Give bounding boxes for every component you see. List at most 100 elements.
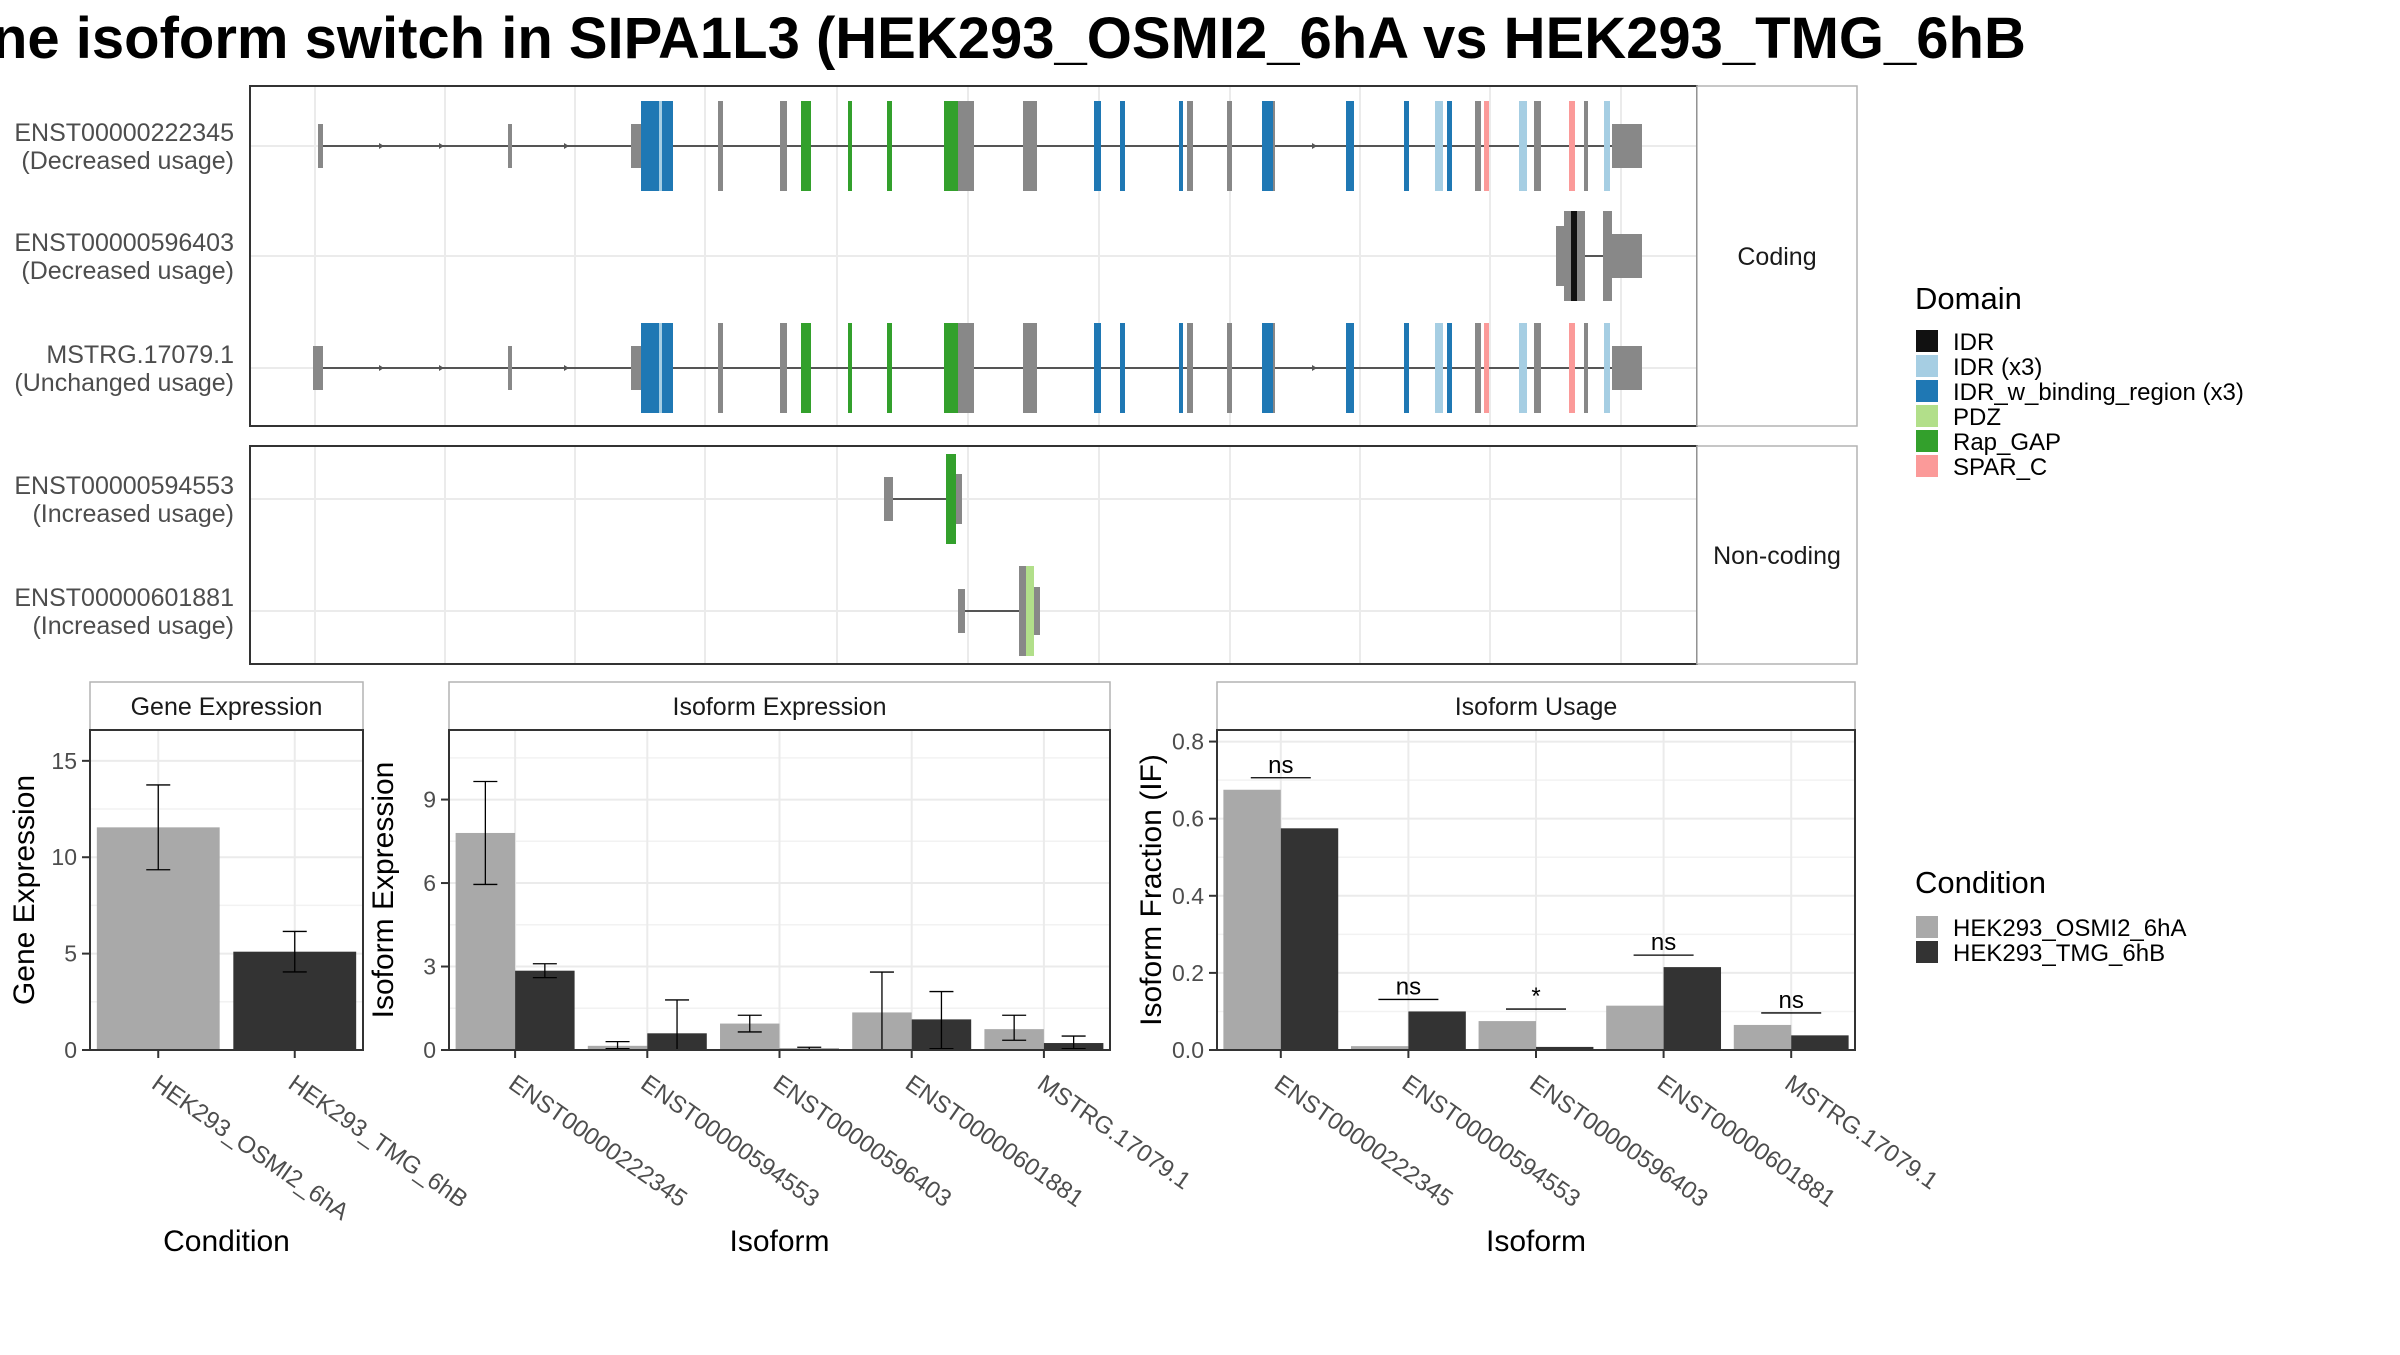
transcript-usage: (Unchanged usage) bbox=[14, 369, 234, 397]
facet-strip bbox=[1696, 445, 1858, 665]
facet-label: Coding bbox=[1737, 243, 1816, 271]
gene-expression-chart: Gene Expression051015HEK293_OSMI2_6hAHEK… bbox=[8, 681, 473, 1258]
exon bbox=[780, 323, 787, 413]
y-tick-label: 15 bbox=[51, 748, 77, 774]
legend-swatch bbox=[1916, 916, 1938, 938]
utr-exon bbox=[956, 474, 962, 524]
domain-exon bbox=[1346, 323, 1354, 413]
bar bbox=[1408, 1011, 1466, 1050]
domain-exon bbox=[1262, 323, 1273, 413]
exon bbox=[1556, 226, 1564, 286]
transcript-name: ENST00000596403 bbox=[14, 229, 234, 257]
bar bbox=[1733, 1024, 1792, 1050]
domain-exon bbox=[946, 454, 956, 544]
utr-exon bbox=[313, 346, 323, 390]
domain-exon bbox=[1484, 101, 1489, 191]
utr-exon bbox=[1612, 124, 1642, 168]
significance-label: ns bbox=[1396, 973, 1421, 1000]
domain-exon bbox=[1262, 101, 1273, 191]
y-tick-label: 6 bbox=[423, 870, 436, 896]
y-tick-label: 10 bbox=[51, 844, 77, 870]
bar bbox=[515, 970, 575, 1050]
legend-swatch bbox=[1916, 405, 1938, 427]
bar bbox=[1478, 1021, 1536, 1050]
legend-label: IDR_w_binding_region (x3) bbox=[1953, 379, 2244, 406]
domain-exon bbox=[1604, 323, 1610, 413]
transcript-usage: (Decreased usage) bbox=[21, 147, 234, 175]
exon bbox=[1584, 101, 1588, 191]
intron-direction-arrow bbox=[564, 365, 569, 371]
domain-exon bbox=[1094, 323, 1101, 413]
domain-exon bbox=[1435, 323, 1443, 413]
page-title: ne isoform switch in SIPA1L3 (HEK293_OSM… bbox=[0, 6, 2026, 71]
y-tick-label: 0 bbox=[64, 1037, 77, 1063]
legend-swatch bbox=[1916, 380, 1938, 402]
chart-title-strip bbox=[448, 681, 1111, 731]
domain-exon bbox=[1569, 101, 1575, 191]
bar bbox=[1606, 1005, 1664, 1050]
chart-title: Isoform Usage bbox=[1455, 693, 1618, 721]
utr-exon bbox=[631, 346, 641, 390]
domain-exon bbox=[1346, 101, 1354, 191]
domain-exon bbox=[1404, 323, 1409, 413]
isoform-structure-plot: Coding ENST00000222345(Decreased usage) EN… bbox=[14, 85, 1858, 665]
domain-exon bbox=[659, 101, 662, 191]
domain-exon bbox=[801, 101, 811, 191]
y-tick-label: 0.0 bbox=[1172, 1037, 1204, 1063]
domain-exon bbox=[1447, 101, 1452, 191]
domain-exon bbox=[1519, 101, 1527, 191]
x-axis-title: Condition bbox=[163, 1225, 290, 1258]
domain-exon bbox=[1435, 101, 1443, 191]
y-tick-label: 9 bbox=[423, 787, 436, 813]
chart-title-strip bbox=[89, 681, 364, 731]
domain-exon bbox=[1569, 323, 1575, 413]
bar bbox=[1350, 1046, 1409, 1050]
exon bbox=[1187, 323, 1193, 413]
utr-exon bbox=[1612, 234, 1642, 278]
exon bbox=[1577, 211, 1585, 301]
exon bbox=[1023, 323, 1037, 413]
intron-direction-arrow bbox=[379, 143, 384, 149]
domain-exon bbox=[848, 323, 852, 413]
legend-label: IDR bbox=[1953, 329, 1994, 356]
exon bbox=[1534, 101, 1541, 191]
legend-label: SPAR_C bbox=[1953, 454, 2047, 481]
domain-exon bbox=[1447, 323, 1452, 413]
exon bbox=[1187, 101, 1193, 191]
significance-label: ns bbox=[1651, 929, 1676, 956]
exon bbox=[1227, 101, 1232, 191]
exon bbox=[718, 323, 723, 413]
transcript-usage: (Increased usage) bbox=[32, 500, 234, 528]
legend-label: Rap_GAP bbox=[1953, 429, 2061, 456]
domain-exon bbox=[1604, 101, 1610, 191]
domain-exon bbox=[1179, 323, 1183, 413]
utr-exon bbox=[318, 124, 323, 168]
y-tick-label: 0.2 bbox=[1172, 960, 1204, 986]
bar bbox=[1536, 1046, 1594, 1050]
exon bbox=[1023, 101, 1037, 191]
transcript-name: ENST00000222345 bbox=[14, 119, 234, 147]
y-tick-label: 0 bbox=[423, 1037, 436, 1063]
exon bbox=[718, 101, 723, 191]
x-axis-title: Isoform bbox=[729, 1225, 829, 1258]
exon bbox=[1019, 566, 1026, 656]
transcript-usage: (Increased usage) bbox=[32, 612, 234, 640]
domain-exon bbox=[848, 101, 852, 191]
transcript-name: MSTRG.17079.1 bbox=[46, 341, 234, 369]
legend-swatch bbox=[1916, 330, 1938, 352]
bar bbox=[1663, 967, 1722, 1050]
domain-exon bbox=[1179, 101, 1183, 191]
significance-label: ns bbox=[1779, 987, 1804, 1014]
chart-title: Gene Expression bbox=[131, 693, 323, 721]
exon bbox=[1534, 323, 1541, 413]
significance-label: * bbox=[1531, 983, 1540, 1010]
exon bbox=[641, 323, 673, 413]
domain-exon bbox=[944, 101, 958, 191]
transcript-name: ENST00000601881 bbox=[14, 584, 234, 612]
chart-title: Isoform Expression bbox=[673, 693, 887, 721]
domain-exon bbox=[1120, 323, 1125, 413]
y-tick-label: 0.8 bbox=[1172, 729, 1204, 755]
legend-swatch bbox=[1916, 355, 1938, 377]
domain-exon bbox=[1484, 323, 1489, 413]
